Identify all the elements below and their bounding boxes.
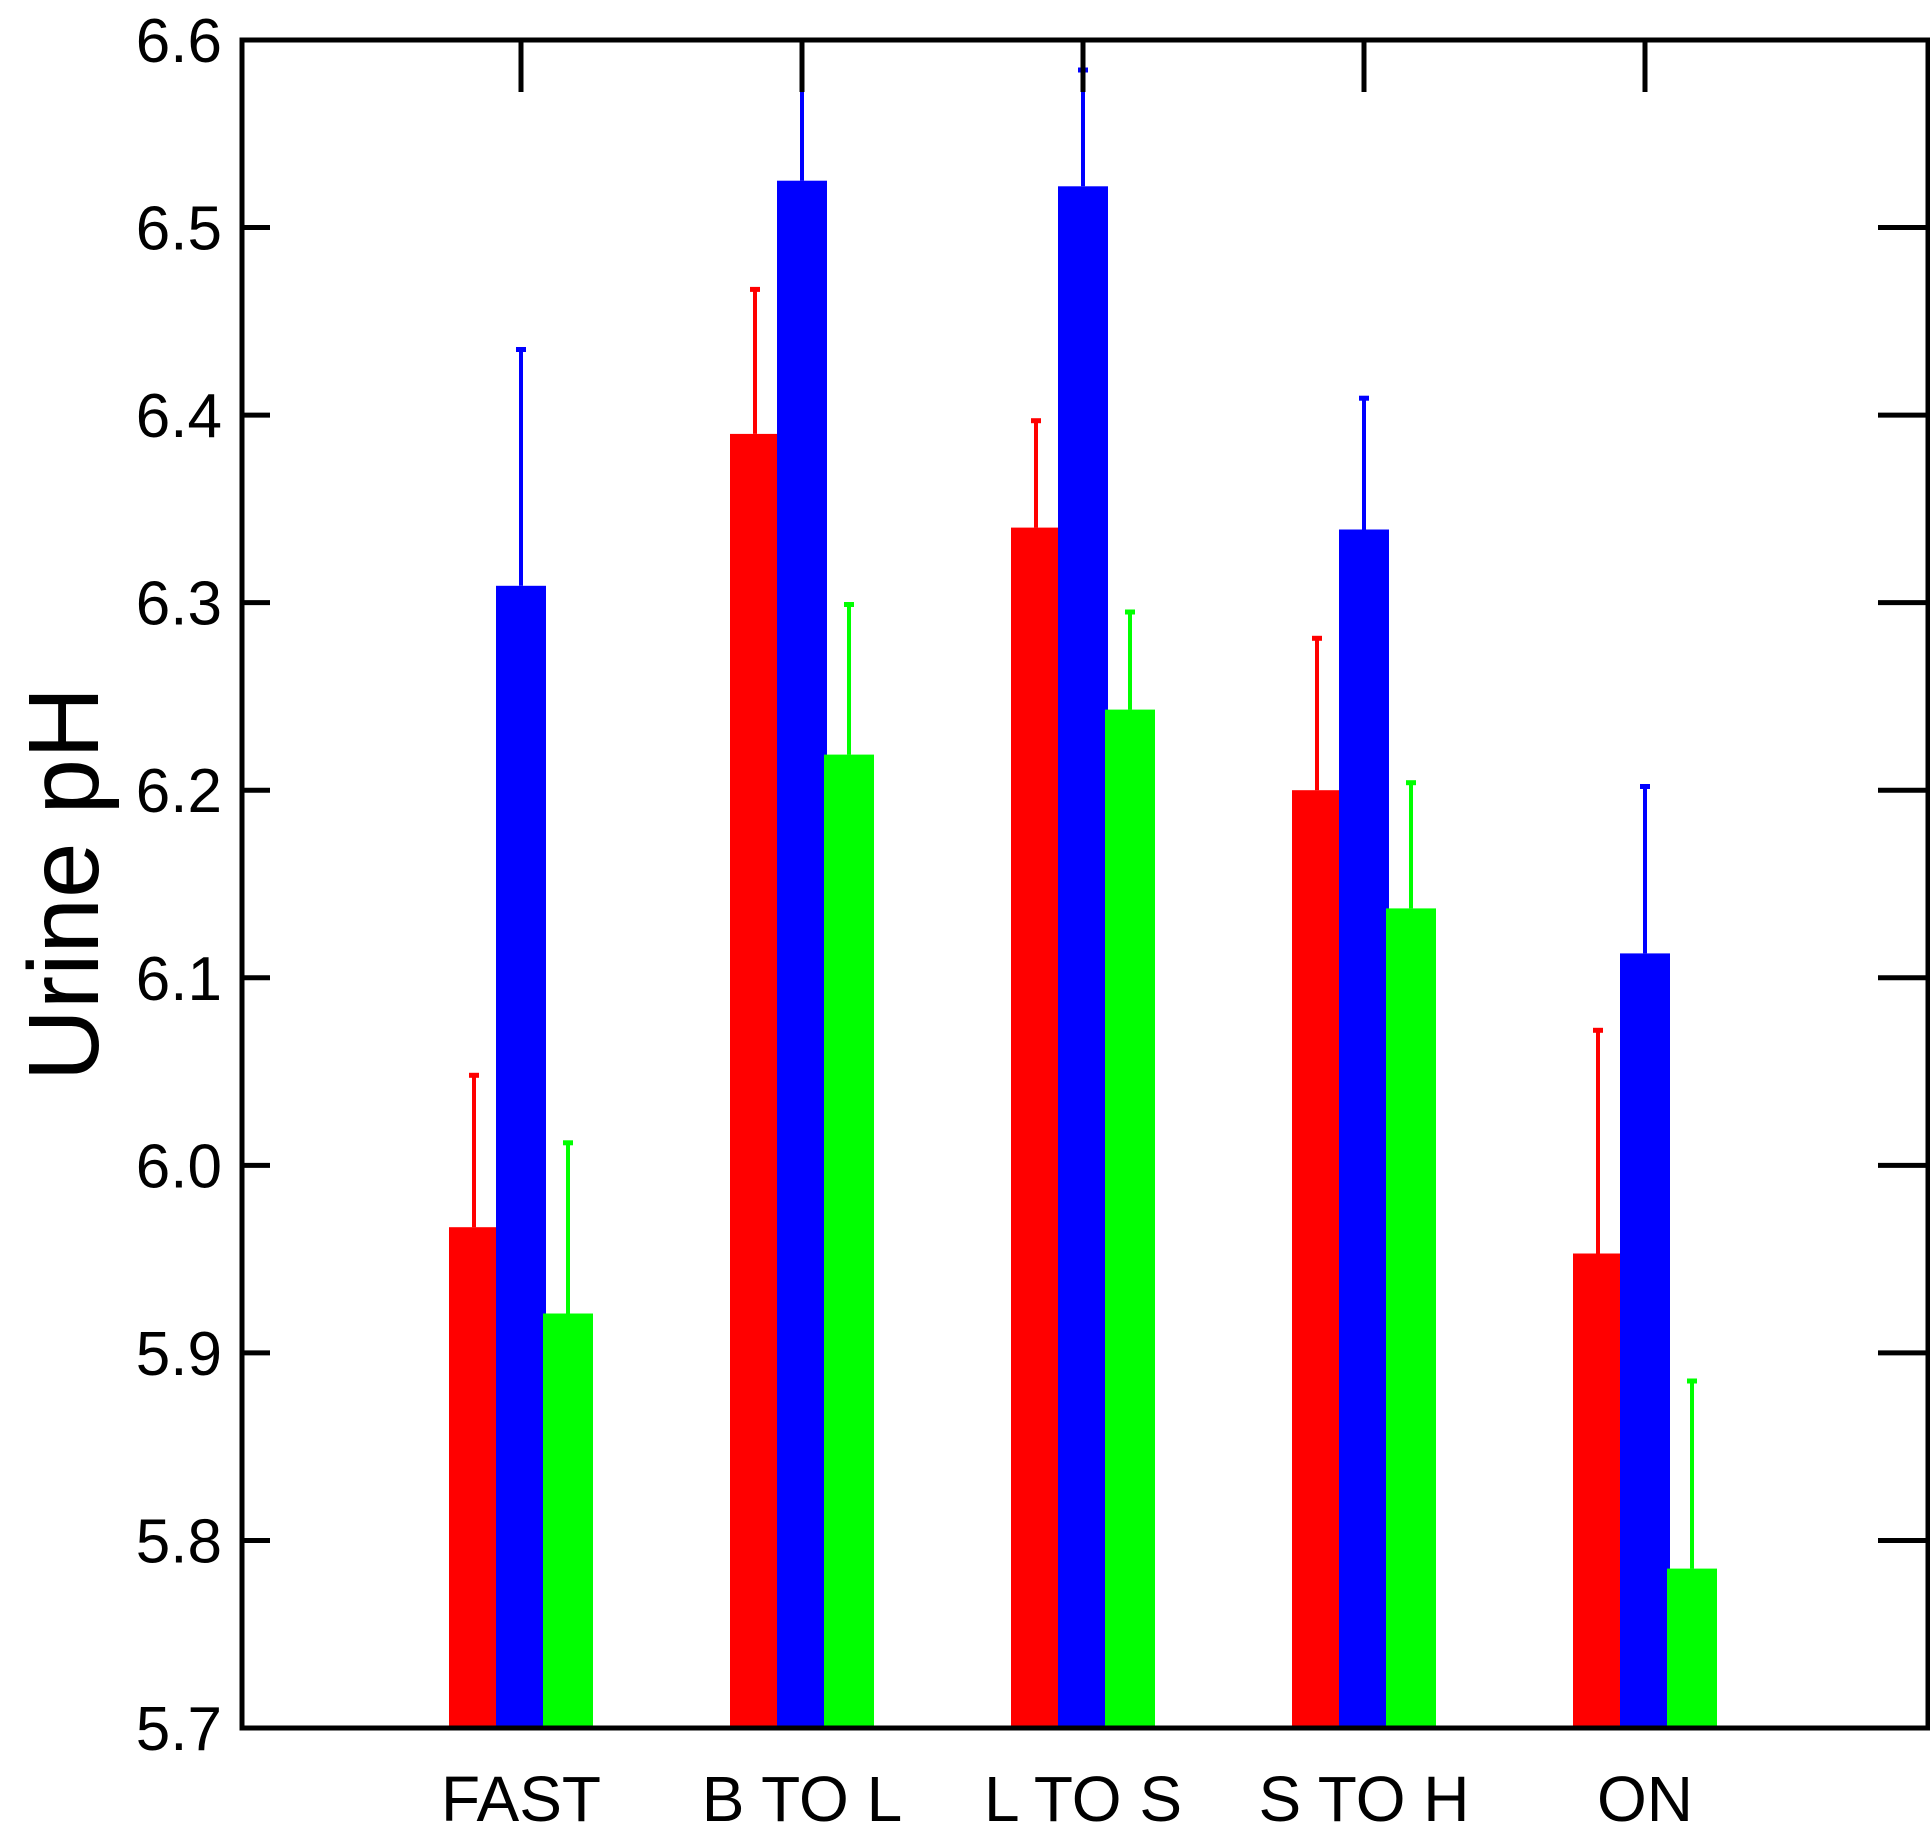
x-category-labels: FAST B TO L L TO S S TO H ON bbox=[441, 1763, 1693, 1831]
y-tick-label-0: 5.7 bbox=[136, 1695, 222, 1764]
bar-series3-4 bbox=[1667, 1568, 1717, 1728]
bar-series2-0 bbox=[496, 585, 546, 1728]
y-tick-label-4: 6.1 bbox=[136, 945, 222, 1014]
y-tick-label-6: 6.3 bbox=[136, 570, 222, 639]
x-category-label-0: FAST bbox=[441, 1763, 601, 1831]
x-category-label-4: ON bbox=[1597, 1763, 1693, 1831]
y-tick-label-7: 6.4 bbox=[136, 382, 222, 451]
bar-series1-0 bbox=[449, 1227, 499, 1728]
y-tick-label-8: 6.5 bbox=[136, 195, 222, 264]
y-tick-label-2: 5.9 bbox=[136, 1320, 222, 1389]
error-bars-layer bbox=[469, 37, 1697, 1569]
bar-series2-1 bbox=[777, 180, 827, 1729]
y-tick-label-1: 5.8 bbox=[136, 1507, 222, 1576]
bar-series1-4 bbox=[1573, 1253, 1623, 1728]
bar-series1-2 bbox=[1011, 527, 1061, 1728]
bars-layer bbox=[449, 180, 1717, 1729]
y-tick-label-9: 6.6 bbox=[136, 7, 222, 76]
y-tick-label-5: 6.2 bbox=[136, 757, 222, 826]
bar-series3-1 bbox=[824, 754, 874, 1728]
y-axis-title: Urine pH bbox=[8, 687, 120, 1082]
ticks-layer bbox=[242, 40, 1928, 1543]
bar-series2-2 bbox=[1058, 186, 1108, 1728]
x-category-label-1: B TO L bbox=[702, 1763, 902, 1831]
x-category-label-3: S TO H bbox=[1258, 1763, 1469, 1831]
bar-series2-4 bbox=[1620, 953, 1670, 1728]
y-tick-labels: 5.7 5.8 5.9 6.0 6.1 6.2 6.3 6.4 6.5 6.6 bbox=[136, 7, 222, 1764]
bar-series3-3 bbox=[1386, 908, 1436, 1728]
bar-series1-3 bbox=[1292, 790, 1342, 1728]
bar-series1-1 bbox=[730, 433, 780, 1728]
bar-series3-2 bbox=[1105, 709, 1155, 1728]
y-tick-label-3: 6.0 bbox=[136, 1132, 222, 1201]
x-category-label-2: L TO S bbox=[984, 1763, 1182, 1831]
bar-series3-0 bbox=[543, 1313, 593, 1728]
bar-series2-3 bbox=[1339, 529, 1389, 1728]
